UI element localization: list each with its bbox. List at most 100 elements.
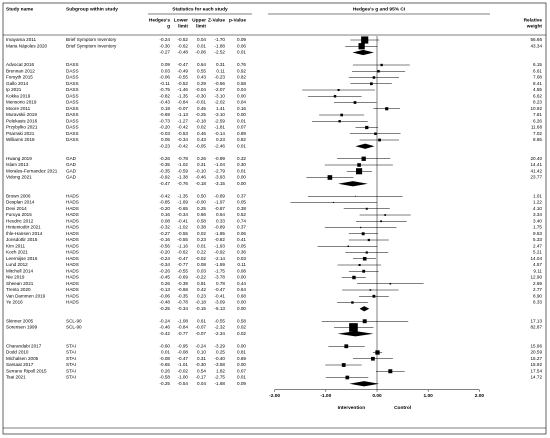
- study-name: Hwang 2019: [6, 156, 32, 161]
- effect-square: [389, 282, 392, 285]
- stat-value: 0.46: [197, 131, 206, 136]
- stat-value: -0.55: [178, 75, 189, 80]
- subgroup: DASS: [66, 106, 79, 111]
- subgroup: DASS: [66, 81, 79, 86]
- effect-square: [327, 175, 333, 180]
- stat-value: -0.73: [160, 118, 171, 123]
- stat-value: 0.07: [237, 368, 246, 373]
- weight-value: 4.55: [533, 87, 542, 92]
- subgroup: DASS: [66, 93, 79, 98]
- stat-value: -3.10: [215, 93, 226, 98]
- study-name: Leermijse 2016: [6, 256, 38, 261]
- stat-value: -1.16: [178, 243, 189, 248]
- weight-header: weight: [526, 23, 543, 29]
- study-name: Muravskii 2019: [6, 112, 37, 117]
- stat-value: -0.20: [160, 250, 171, 255]
- study-name: Van Dammen 2019: [6, 293, 46, 298]
- subtotal-value: -0.27: [160, 50, 171, 55]
- weight-value: 14.72: [531, 375, 543, 380]
- subgroup: Brief Symptom Inventory: [66, 43, 117, 48]
- column-header: Upper: [192, 17, 206, 23]
- stat-value: -0.24: [160, 256, 171, 261]
- stat-value: -2.02: [215, 100, 226, 105]
- subgroup: DASS: [66, 68, 79, 73]
- study-name: Mitchell 2014: [6, 268, 34, 273]
- stat-value: -0.07: [196, 325, 207, 330]
- stat-value: -0.78: [178, 300, 189, 305]
- stat-value: -0.34: [178, 212, 189, 217]
- subgroup: STAI: [66, 350, 76, 355]
- study-name: Ye 2016: [6, 300, 23, 305]
- stat-value: -0.75: [160, 87, 171, 92]
- stat-value: 0.10: [197, 350, 206, 355]
- stat-value: 0.00: [237, 300, 246, 305]
- subtotal-value: -0.34: [178, 306, 189, 311]
- stat-value: 0.42: [197, 287, 206, 292]
- stat-value: -0.07: [178, 106, 189, 111]
- study-name: Serrano Ripoll 2015: [6, 368, 47, 373]
- study-name: Gallo 2014: [6, 81, 29, 86]
- stat-value: -0.92: [160, 175, 171, 180]
- subtotal-value: 0.02: [237, 331, 246, 336]
- subgroup: HADS: [66, 212, 79, 217]
- stat-value: -0.62: [178, 250, 189, 255]
- stat-value: -0.92: [215, 250, 226, 255]
- stat-value: -0.24: [160, 318, 171, 323]
- stat-value: 1.82: [216, 368, 225, 373]
- stat-value: 0.89: [237, 131, 246, 136]
- stat-value: -1.88: [215, 43, 226, 48]
- stat-value: -0.62: [178, 43, 189, 48]
- study-name: Jonsdottir 2015: [6, 237, 38, 242]
- weight-value: 41.42: [531, 168, 543, 173]
- weight-header: Relative: [524, 17, 543, 23]
- stat-value: 0.09: [237, 37, 246, 42]
- stat-value: -0.35: [160, 168, 171, 173]
- stat-value: -0.95: [178, 343, 189, 348]
- stat-value: 0.01: [237, 168, 246, 173]
- effect-square: [380, 220, 382, 223]
- subtotal-value: -0.54: [178, 381, 189, 386]
- subgroup: HADS: [66, 200, 79, 205]
- weight-value: 17.13: [531, 318, 543, 323]
- stat-value: -0.20: [160, 125, 171, 130]
- stat-value: 0.64: [216, 212, 225, 217]
- subgroup: HADS: [66, 206, 79, 211]
- effect-square: [362, 256, 367, 261]
- subtotal-value: -3.15: [215, 181, 226, 186]
- stat-value: -3.58: [215, 362, 226, 367]
- stat-value: -0.78: [178, 156, 189, 161]
- header-statistics: Statistics for each study: [172, 6, 228, 12]
- weight-value: 56.66: [531, 37, 543, 42]
- stat-value: -0.52: [178, 81, 189, 86]
- study-name: Hinteniodtir 2021: [6, 225, 41, 230]
- stat-value: -2.07: [215, 87, 226, 92]
- stat-value: -0.82: [215, 237, 226, 242]
- subgroup: SCL-90: [66, 325, 82, 330]
- subtotal-value: -0.23: [160, 143, 171, 148]
- stat-value: -0.46: [160, 325, 171, 330]
- study-name: Brown 2006: [6, 193, 31, 198]
- effect-square: [352, 275, 356, 280]
- effect-square: [372, 294, 376, 298]
- stat-value: 0.33: [216, 218, 225, 223]
- stat-value: -0.59: [178, 168, 189, 173]
- weight-value: 4.10: [533, 206, 542, 211]
- stat-value: 0.06: [237, 231, 246, 236]
- weight-value: 15.96: [531, 343, 543, 348]
- stat-value: -2.75: [215, 375, 226, 380]
- stat-value: -1.59: [215, 262, 226, 267]
- stat-value: -0.77: [178, 262, 189, 267]
- subgroup: STAI: [66, 368, 76, 373]
- stat-value: -0.30: [196, 362, 207, 367]
- study-name: Sarsaat 2017: [6, 362, 34, 367]
- subtotal-diamond: [355, 143, 375, 149]
- stat-value: 0.01: [237, 118, 246, 123]
- effect-square: [347, 245, 350, 247]
- subtotal-value: 0.01: [237, 143, 246, 148]
- column-header: Lower: [174, 17, 188, 23]
- stat-value: -0.56: [160, 243, 171, 248]
- stat-value: -0.03: [160, 131, 171, 136]
- stat-value: -0.49: [178, 68, 189, 73]
- effect-square: [361, 232, 365, 236]
- stat-value: -1.13: [178, 112, 189, 117]
